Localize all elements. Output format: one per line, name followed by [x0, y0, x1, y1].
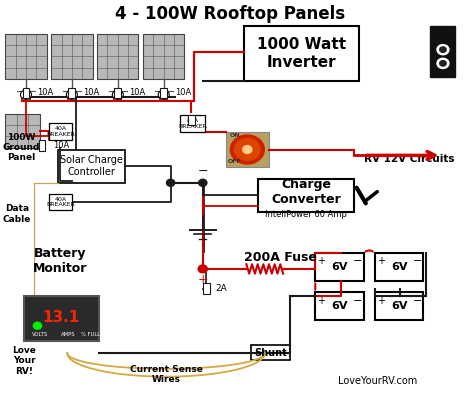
Text: −: − — [412, 296, 422, 306]
Text: VOLTS: VOLTS — [32, 332, 48, 337]
Text: 10A: 10A — [175, 88, 191, 97]
FancyBboxPatch shape — [315, 292, 364, 320]
Text: Battery
Monitor: Battery Monitor — [33, 247, 88, 275]
Circle shape — [440, 47, 446, 52]
Text: 6V: 6V — [331, 301, 347, 311]
Text: Data
Cable: Data Cable — [3, 204, 31, 224]
Text: 4 - 100W Rooftop Panels: 4 - 100W Rooftop Panels — [115, 6, 346, 24]
Text: AMPS: AMPS — [61, 332, 75, 337]
Text: +: + — [317, 296, 325, 306]
Text: 6V: 6V — [391, 301, 407, 311]
Circle shape — [437, 58, 449, 68]
Circle shape — [33, 322, 42, 329]
Circle shape — [437, 44, 449, 55]
Text: 10A: 10A — [129, 88, 146, 97]
FancyBboxPatch shape — [375, 292, 423, 320]
Text: % FULL: % FULL — [81, 332, 100, 337]
Circle shape — [230, 135, 264, 164]
Text: Shunt: Shunt — [254, 348, 287, 358]
Circle shape — [112, 90, 123, 99]
Text: −: − — [412, 256, 422, 266]
FancyBboxPatch shape — [38, 141, 46, 151]
Text: Love
Your
RV!: Love Your RV! — [12, 346, 36, 376]
Text: Current Sense
Wires: Current Sense Wires — [129, 365, 202, 384]
Circle shape — [199, 179, 207, 186]
FancyBboxPatch shape — [244, 26, 359, 81]
Circle shape — [440, 61, 446, 66]
Text: LoveYourRV.com: LoveYourRV.com — [337, 376, 417, 386]
FancyBboxPatch shape — [51, 34, 92, 79]
Circle shape — [158, 90, 169, 99]
FancyBboxPatch shape — [258, 179, 355, 212]
FancyBboxPatch shape — [5, 114, 40, 147]
Text: 10A: 10A — [54, 141, 70, 150]
FancyBboxPatch shape — [315, 253, 364, 281]
Text: +: + — [377, 256, 385, 266]
Circle shape — [166, 179, 175, 186]
FancyBboxPatch shape — [97, 34, 138, 79]
Text: 10A: 10A — [83, 88, 100, 97]
FancyBboxPatch shape — [160, 88, 167, 98]
Text: 13.1: 13.1 — [43, 310, 80, 325]
Text: Charge
Converter: Charge Converter — [271, 178, 341, 206]
Circle shape — [243, 145, 252, 153]
Text: ON: ON — [229, 133, 240, 138]
Text: 200A Fuse: 200A Fuse — [245, 251, 317, 264]
FancyBboxPatch shape — [58, 149, 125, 183]
Text: 1000 Watt
Inverter: 1000 Watt Inverter — [257, 37, 346, 70]
Text: −: − — [353, 256, 362, 266]
Circle shape — [66, 90, 77, 99]
FancyBboxPatch shape — [251, 345, 290, 360]
Text: 2A: 2A — [216, 284, 228, 293]
Text: 100W
Ground
Panel: 100W Ground Panel — [3, 133, 40, 162]
FancyBboxPatch shape — [226, 132, 269, 167]
Text: InteliPower 60 Amp: InteliPower 60 Amp — [265, 209, 347, 219]
Text: 6V: 6V — [331, 262, 347, 272]
Text: +: + — [377, 296, 385, 306]
Text: Solar Charge
Controller: Solar Charge Controller — [60, 155, 123, 177]
Text: 80A
BREAKER: 80A BREAKER — [178, 118, 207, 129]
Text: 40A
BREAKER: 40A BREAKER — [46, 126, 75, 137]
FancyBboxPatch shape — [203, 283, 210, 294]
Text: −: − — [198, 165, 208, 178]
FancyBboxPatch shape — [22, 88, 29, 98]
Text: OFF: OFF — [228, 159, 242, 164]
FancyBboxPatch shape — [49, 123, 72, 140]
Text: −: − — [353, 296, 362, 306]
FancyBboxPatch shape — [180, 116, 205, 132]
FancyBboxPatch shape — [49, 194, 72, 210]
FancyBboxPatch shape — [375, 253, 423, 281]
Text: 10A: 10A — [37, 88, 54, 97]
Text: RV 12V Circuits: RV 12V Circuits — [364, 154, 454, 164]
FancyBboxPatch shape — [5, 34, 46, 79]
FancyBboxPatch shape — [24, 296, 100, 342]
Text: 6V: 6V — [391, 262, 407, 272]
Circle shape — [198, 265, 207, 273]
Circle shape — [235, 139, 260, 160]
FancyBboxPatch shape — [114, 88, 121, 98]
Text: 40A
BREAKER: 40A BREAKER — [46, 196, 75, 208]
Circle shape — [20, 90, 31, 99]
Text: +: + — [317, 256, 325, 266]
FancyBboxPatch shape — [143, 34, 184, 79]
Text: +: + — [198, 273, 208, 286]
FancyBboxPatch shape — [68, 88, 75, 98]
FancyBboxPatch shape — [430, 26, 456, 77]
FancyBboxPatch shape — [188, 115, 195, 125]
